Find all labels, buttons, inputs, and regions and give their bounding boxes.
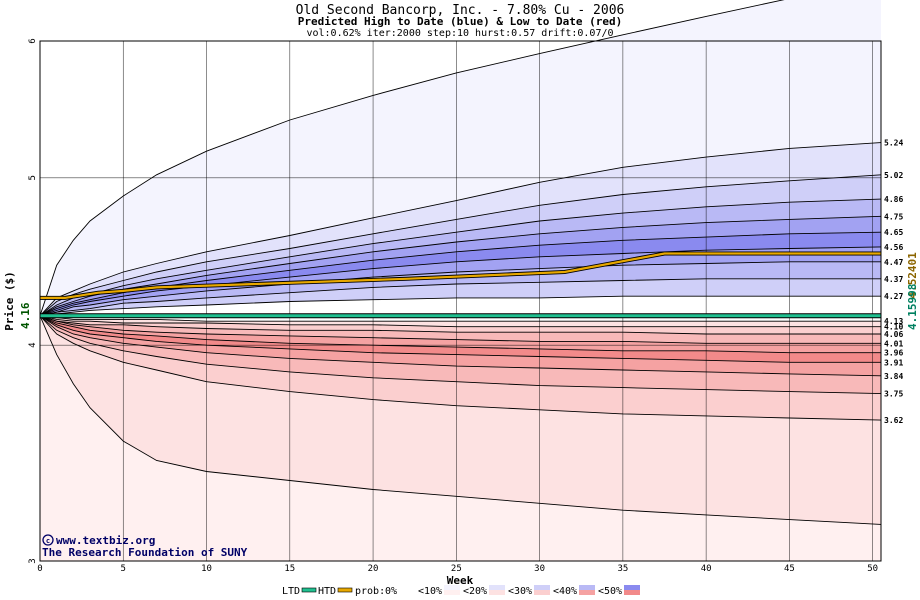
quantile-end-labels: 5.24 5.02 4.86 4.75 4.65 4.56 4.47 4.37 4.27 4.13… — [884, 139, 903, 425]
end-label: 4.75 — [884, 212, 903, 221]
legend-swatch-red — [624, 590, 640, 595]
end-label: 4.27 — [884, 292, 903, 301]
legend-swatch-blue — [579, 585, 595, 590]
end-label: 4.13 — [884, 317, 903, 326]
legend: LTD HTD prob: 0% <10% <20% <30% <40% <50% — [282, 585, 640, 597]
legend-item-label: <30% — [508, 586, 532, 597]
plot-frame — [39, 40, 882, 562]
x-tick-label: 0 — [37, 564, 42, 574]
legend-item-label: 0% — [385, 586, 397, 597]
end-label: 5.02 — [884, 171, 903, 180]
ltd-current-label: 4.15998 — [906, 284, 919, 330]
x-tick-label: 50 — [867, 564, 878, 574]
probability-bands — [40, 0, 881, 561]
legend-swatch-blue — [399, 585, 415, 590]
y-tick-label: 4 — [28, 342, 38, 347]
legend-ltd-label: LTD — [282, 586, 300, 597]
band-blue-2 — [40, 174, 881, 316]
band-blue-1 — [40, 142, 881, 316]
legend-swatch-blue — [624, 585, 640, 590]
end-label: 3.62 — [884, 416, 903, 425]
start-price-label: 4.16 — [19, 302, 32, 329]
chart-title: Old Second Bancorp, Inc. - 7.80% Cu - 20… — [296, 3, 625, 18]
legend-swatch-red — [489, 590, 505, 595]
x-tick-label: 25 — [451, 564, 462, 574]
end-label: 4.47 — [884, 258, 903, 267]
end-label: 5.24 — [884, 139, 903, 148]
end-label: 4.37 — [884, 275, 903, 284]
y-axis-ticks: 3 4 5 6 — [28, 38, 38, 563]
legend-htd-label: HTD — [318, 586, 336, 597]
y-tick-label: 6 — [28, 38, 38, 43]
band-blue-8 — [40, 278, 881, 316]
series-lines — [40, 251, 881, 319]
end-label: 3.96 — [884, 349, 903, 358]
chart-subtitle: Predicted High to Date (blue) & Low to D… — [298, 15, 623, 28]
band-red-1 — [40, 315, 881, 334]
legend-swatch-blue — [534, 585, 550, 590]
htd-current-label: 4.52401 — [906, 252, 919, 299]
x-tick-label: 40 — [701, 564, 712, 574]
end-label: 3.84 — [884, 372, 903, 381]
end-label: 4.01 — [884, 339, 903, 348]
end-label: 3.91 — [884, 358, 903, 367]
legend-swatch-blue — [489, 585, 505, 590]
credit-org: The Research Foundation of SUNY — [42, 546, 248, 559]
band-blue-0 — [40, 0, 881, 316]
credit-url[interactable]: www.textbiz.org — [56, 534, 155, 547]
legend-swatch-red — [579, 590, 595, 595]
end-label: 4.06 — [884, 330, 903, 339]
copyright-c: c — [46, 537, 50, 545]
y-tick-label: 3 — [28, 558, 38, 563]
end-label: 4.56 — [884, 243, 903, 252]
x-tick-label: 20 — [368, 564, 379, 574]
legend-swatch-red — [399, 590, 415, 595]
legend-item-label: <10% — [418, 586, 442, 597]
simulation-params: vol:0.62% iter:2000 step:10 hurst:0.57 d… — [306, 28, 613, 39]
band-blue-above — [40, 0, 881, 316]
y-axis-label: Price ($) — [3, 271, 16, 331]
band-red-2 — [40, 315, 881, 344]
x-axis-label: Week — [447, 574, 474, 587]
x-tick-label: 45 — [784, 564, 795, 574]
legend-item-label: <40% — [553, 586, 577, 597]
y-tick-label: 5 — [28, 175, 38, 180]
end-label: 4.86 — [884, 195, 903, 204]
band-red-4 — [40, 315, 881, 363]
legend-swatch-blue — [444, 585, 460, 590]
legend-htd-swatch — [337, 587, 353, 593]
copyright-icon — [42, 534, 54, 546]
legend-item-label: <20% — [463, 586, 487, 597]
band-red-3 — [40, 315, 881, 353]
credits: c www.textbiz.org The Research Foundatio… — [42, 534, 248, 559]
band-red-5 — [40, 315, 881, 376]
legend-swatch-red — [444, 590, 460, 595]
htd-line — [40, 252, 881, 299]
x-axis-ticks: 0 5 10 15 20 25 30 35 40 45 50 — [37, 564, 878, 574]
band-red-6 — [40, 315, 881, 394]
grid-lines — [40, 41, 881, 561]
legend-prob-label: prob: — [355, 586, 385, 597]
x-tick-label: 5 — [121, 564, 126, 574]
band-blue-4 — [40, 216, 881, 316]
legend-item-label: <50% — [598, 586, 622, 597]
end-label: 4.10 — [884, 323, 903, 332]
legend-swatch-red — [534, 590, 550, 595]
band-red-below — [40, 315, 881, 561]
x-tick-label: 10 — [201, 564, 212, 574]
plot-area — [39, 0, 882, 562]
x-tick-label: 30 — [534, 564, 545, 574]
x-tick-label: 15 — [284, 564, 295, 574]
band-blue-3 — [40, 199, 881, 316]
end-label: 3.75 — [884, 390, 903, 399]
band-blue-7 — [40, 261, 881, 316]
band-red-7 — [40, 315, 881, 421]
end-label: 4.65 — [884, 228, 903, 237]
x-tick-label: 35 — [617, 564, 628, 574]
band-blue-5 — [40, 232, 881, 316]
legend-ltd-swatch — [301, 587, 317, 593]
band-red-8 — [40, 315, 881, 525]
